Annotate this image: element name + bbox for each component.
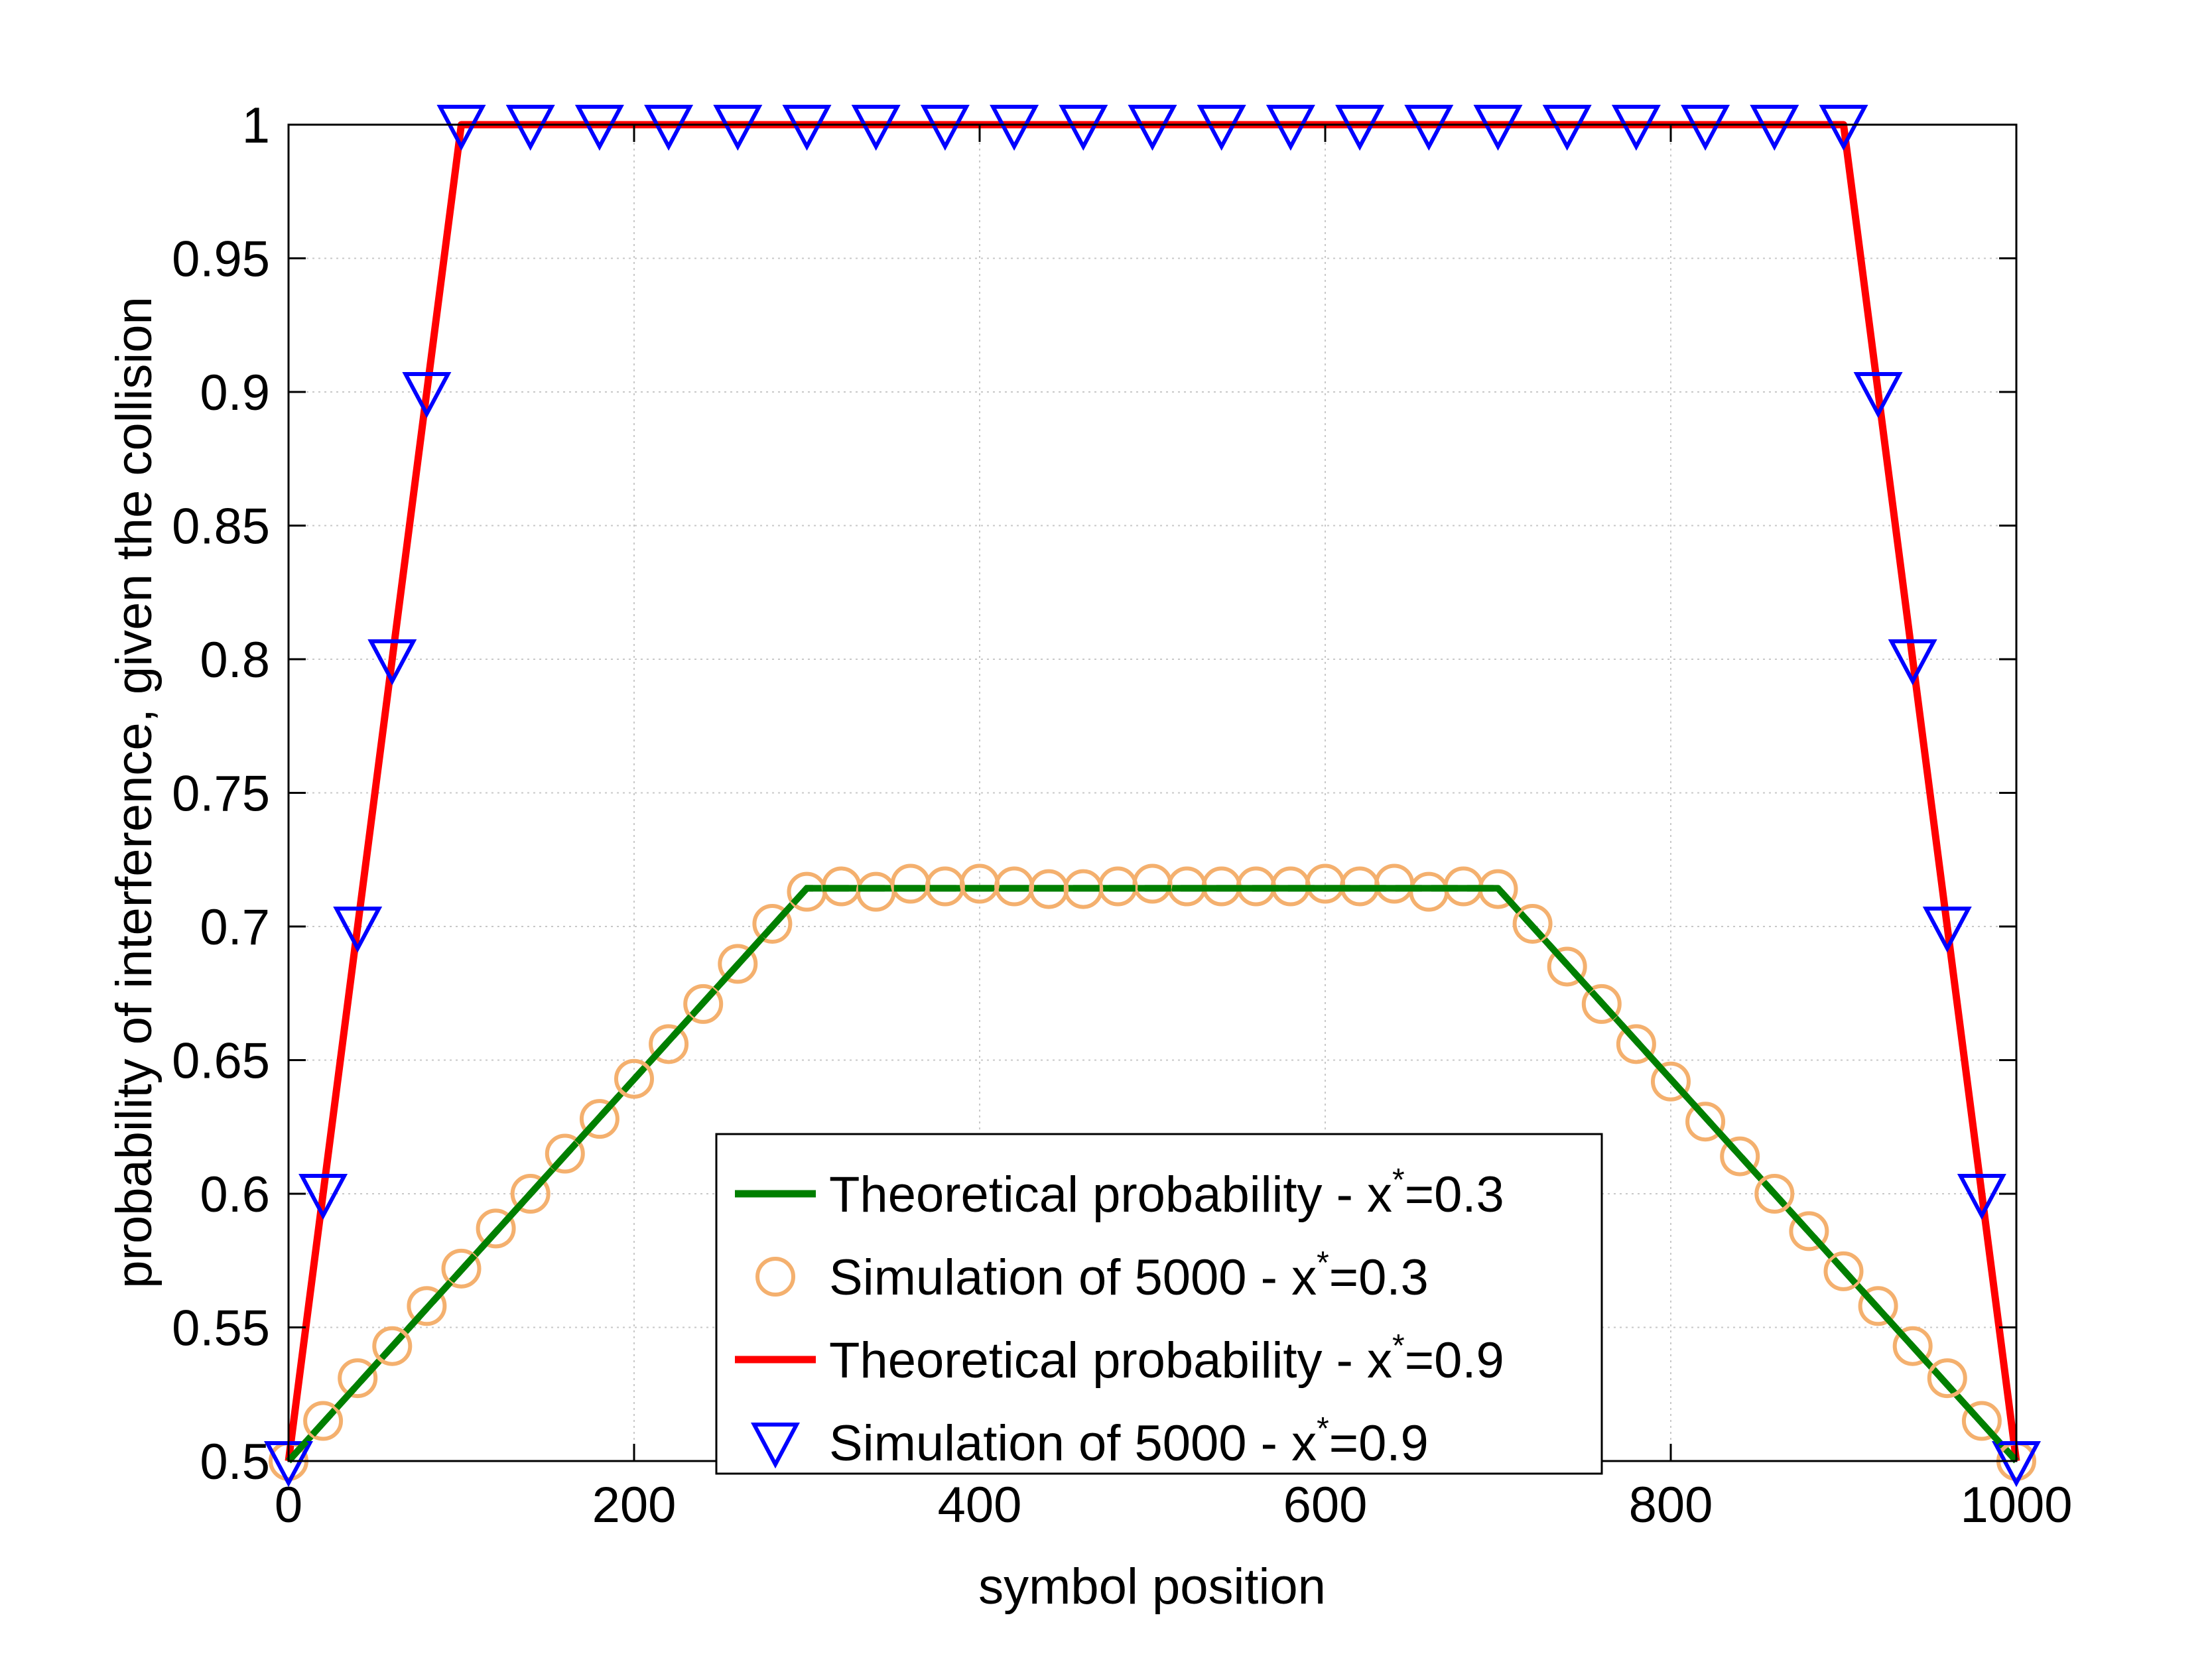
sim-point-0-9 [920, 105, 970, 151]
x-tick-label: 400 [938, 1477, 1022, 1533]
sim-point-0-9 [713, 105, 763, 151]
sim-point-0-3 [718, 944, 758, 984]
sim-point-0-9 [333, 907, 383, 953]
y-tick-label: 0.95 [172, 231, 270, 288]
sim-point-0-3 [1616, 1024, 1656, 1064]
sim-point-0-9 [1128, 105, 1177, 151]
sim-point-0-3 [683, 984, 724, 1024]
y-tick-label: 1 [242, 97, 270, 154]
sim-point-0-9 [1473, 105, 1523, 151]
legend: Theoretical probability - x*=0.3 Simulati… [715, 1133, 1603, 1475]
sim-point-0-9 [1542, 105, 1592, 151]
sim-point-0-9 [1404, 105, 1454, 151]
legend-triangle-swatch [751, 1423, 800, 1469]
sim-point-0-3 [545, 1133, 585, 1174]
sim-point-0-3 [1720, 1136, 1760, 1177]
y-tick-label: 0.85 [172, 499, 270, 555]
sim-point-0-9 [1681, 105, 1730, 151]
sim-point-0-9 [505, 105, 555, 151]
y-tick-label: 0.55 [172, 1301, 270, 1357]
y-tick-label: 0.7 [200, 899, 270, 956]
ticks: 0 200 400 600 800 1000 0.5 0.55 0.6 0.65 0.7 0.75 0.… [172, 97, 2072, 1533]
sim-point-0-3 [372, 1326, 413, 1366]
sim-point-0-9 [402, 372, 452, 418]
y-tick-label: 0.65 [172, 1033, 270, 1090]
x-tick-label: 600 [1283, 1477, 1368, 1533]
sim-point-0-9 [644, 105, 694, 151]
sim-point-0-9 [1059, 105, 1108, 151]
sim-point-0-3 [407, 1286, 447, 1326]
sim-point-0-9 [1611, 105, 1661, 151]
x-tick-label: 200 [592, 1477, 677, 1533]
sim-point-0-9 [436, 105, 486, 151]
legend-entry-label: Simulation of 5000 - x*=0.3 [829, 1245, 1429, 1306]
series-line-theory-0-3-dash [286, 885, 2019, 1464]
sim-point-0-3 [614, 1058, 654, 1099]
x-axis-label: symbol position [978, 1559, 1326, 1615]
sim-point-0-9 [1853, 372, 1903, 418]
sim-point-0-9 [298, 1174, 348, 1220]
legend-entry-label: Theoretical probability - x*=0.3 [829, 1163, 1504, 1223]
sim-point-0-3 [1754, 1174, 1795, 1214]
legend-entry-label: Theoretical probability - x*=0.9 [829, 1328, 1504, 1389]
grid [289, 125, 2016, 1461]
sim-point-0-9 [1819, 105, 1868, 151]
sim-point-0-3 [1512, 903, 1553, 944]
x-tick-label: 0 [275, 1477, 302, 1533]
sim-point-0-3 [649, 1024, 689, 1064]
sim-point-0-9 [1957, 1174, 2006, 1220]
sim-point-0-3 [441, 1248, 482, 1289]
sim-point-0-3 [1581, 984, 1622, 1024]
sim-point-0-9 [1888, 639, 1937, 686]
sim-point-0-9 [1197, 105, 1246, 151]
sim-point-0-3 [1547, 946, 1587, 987]
legend-entry-label: Simulation of 5000 - x*=0.9 [829, 1411, 1429, 1472]
sim-point-0-9 [574, 105, 624, 151]
sim-point-0-3 [1892, 1326, 1933, 1366]
sim-point-0-3 [1651, 1061, 1691, 1102]
sim-point-0-3 [510, 1174, 551, 1214]
sim-point-0-3 [1789, 1211, 1829, 1251]
sim-point-0-9 [782, 105, 832, 151]
sim-point-0-3 [752, 903, 793, 944]
sim-point-0-9 [1750, 105, 1799, 151]
y-axis-label: probability of interference, given the c… [106, 296, 163, 1289]
y-tick-label: 0.75 [172, 766, 270, 822]
sim-point-0-3 [476, 1208, 516, 1249]
sim-point-0-3 [1961, 1401, 2002, 1441]
legend-circle-swatch [755, 1257, 795, 1297]
sim-point-0-9 [1335, 105, 1385, 151]
sim-point-0-9 [851, 105, 901, 151]
sim-point-0-9 [990, 105, 1039, 151]
y-tick-label: 0.9 [200, 365, 270, 421]
sim-point-0-3 [338, 1358, 378, 1399]
y-tick-label: 0.8 [200, 632, 270, 688]
sim-point-0-9 [1922, 907, 1972, 953]
sim-point-0-3 [1927, 1358, 1967, 1399]
legend-box [715, 1133, 1603, 1475]
sim-point-0-9 [1266, 105, 1315, 151]
sim-point-0-9 [367, 639, 417, 686]
y-tick-label: 0.5 [200, 1434, 270, 1490]
x-tick-label: 800 [1629, 1477, 1713, 1533]
sim-point-0-3 [579, 1099, 619, 1139]
sim-point-0-3 [1685, 1102, 1726, 1142]
y-tick-label: 0.6 [200, 1167, 270, 1223]
sim-point-0-3 [1858, 1286, 1898, 1326]
sim-point-0-3 [303, 1401, 344, 1441]
sim-point-0-3 [1823, 1251, 1864, 1291]
x-tick-label: 1000 [1960, 1477, 2072, 1533]
